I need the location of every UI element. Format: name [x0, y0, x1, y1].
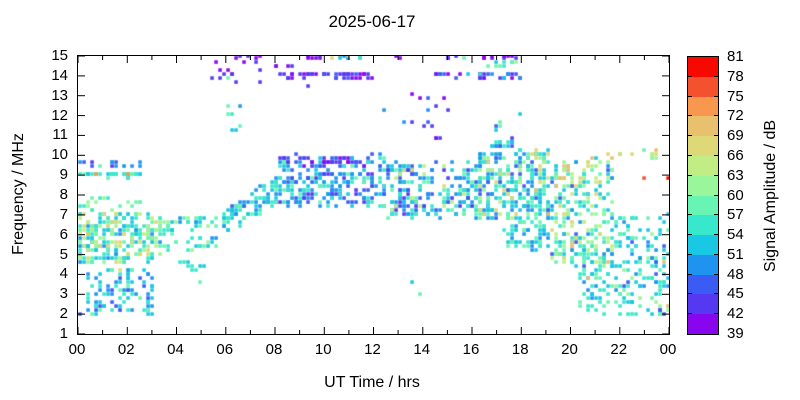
colorbar-tick — [688, 253, 692, 255]
x-tick-label: 00 — [68, 341, 86, 358]
colorbar-band — [688, 313, 718, 334]
colorbar-tick — [688, 234, 692, 236]
x-tick-label: 06 — [216, 341, 234, 358]
colorbar-band — [688, 234, 718, 255]
colorbar-tick — [714, 253, 718, 255]
colorbar-band — [688, 175, 718, 196]
axis-ticks-layer — [78, 56, 669, 334]
colorbar-tick — [688, 154, 692, 156]
colorbar-tick — [714, 194, 718, 196]
y-tick-label: 13 — [51, 86, 68, 104]
colorbar-band — [688, 115, 718, 137]
y-tick-label: 11 — [52, 126, 68, 144]
colorbar-band — [688, 254, 718, 275]
colorbar-tick — [688, 214, 692, 216]
colorbar-tick-label: 45 — [727, 285, 744, 303]
y-tick-label: 1 — [59, 325, 68, 342]
colorbar-tick — [714, 135, 718, 137]
colorbar-band — [688, 56, 718, 77]
x-tick-label: 16 — [462, 341, 480, 358]
colorbar-band — [688, 214, 718, 236]
y-tick-label: 5 — [59, 245, 68, 263]
x-tick-label: 04 — [167, 341, 184, 358]
colorbar-tick — [688, 293, 692, 295]
colorbar-tick-label: 81 — [727, 48, 744, 65]
x-tick-label: 02 — [117, 341, 135, 358]
y-tick-label: 8 — [59, 186, 68, 203]
y-tick-label: 7 — [59, 205, 68, 223]
scatter-points-canvas — [78, 56, 669, 334]
x-tick-label: 08 — [265, 341, 283, 358]
colorbar-tick — [688, 95, 692, 97]
x-tick-label: 14 — [413, 341, 431, 358]
colorbar-tick — [714, 234, 718, 236]
x-tick-label: 18 — [511, 341, 529, 358]
colorbar-tick-label: 75 — [727, 87, 744, 105]
colorbar-tick — [714, 174, 718, 176]
colorbar-tick-label: 42 — [727, 305, 744, 323]
colorbar-tick — [688, 313, 692, 315]
colorbar-band — [688, 293, 718, 315]
y-tick-label: 9 — [59, 166, 68, 184]
colorbar-tick — [688, 115, 692, 117]
x-tick-label: 00 — [659, 341, 677, 358]
colorbar-label: Signal Amplitude / dB — [762, 119, 779, 273]
chart-title: 2025-06-17 — [328, 12, 416, 31]
colorbar-tick — [714, 214, 718, 216]
x-tick-label: 20 — [561, 341, 578, 358]
colorbar-tick — [714, 115, 718, 117]
x-axis-label: UT Time / hrs — [324, 374, 420, 391]
colorbar-tick-label: 72 — [727, 107, 744, 125]
colorbar-band — [688, 274, 718, 295]
colorbar-tick-label: 78 — [727, 67, 744, 85]
y-tick-label: 14 — [51, 66, 68, 84]
colorbar-tick-label: 39 — [727, 325, 744, 342]
colorbar-tick — [688, 273, 692, 275]
x-tick-label: 10 — [314, 341, 332, 358]
y-axis-label: Frequency / MHz — [10, 133, 27, 255]
colorbar-tick — [688, 174, 692, 176]
colorbar-tick — [714, 293, 718, 295]
x-tick-label: 12 — [364, 341, 381, 358]
colorbar-tick-label: 57 — [727, 206, 744, 224]
colorbar-band — [688, 135, 718, 156]
y-tick-label: 6 — [59, 225, 68, 243]
plot-area — [77, 55, 670, 335]
colorbar-tick — [714, 95, 718, 97]
colorbar-tick-label: 60 — [727, 186, 744, 204]
colorbar-tick — [688, 75, 692, 77]
x-tick-label: 22 — [610, 341, 628, 358]
colorbar-tick-label: 54 — [727, 226, 744, 244]
colorbar-band — [688, 155, 718, 176]
colorbar-tick-label: 66 — [727, 146, 744, 164]
y-tick-label: 4 — [59, 265, 68, 283]
colorbar-tick — [688, 194, 692, 196]
y-tick-label: 12 — [51, 106, 68, 124]
colorbar-tick — [714, 313, 718, 315]
colorbar-band — [688, 76, 718, 97]
y-tick-label: 2 — [59, 305, 68, 323]
y-tick-label: 10 — [51, 146, 68, 164]
colorbar-tick-label: 69 — [727, 127, 744, 145]
colorbar-band — [688, 96, 718, 117]
y-tick-label: 3 — [59, 285, 68, 303]
colorbar — [687, 56, 719, 335]
colorbar-tick-label: 63 — [727, 166, 744, 184]
colorbar-tick-label: 51 — [727, 245, 744, 263]
colorbar-tick — [714, 273, 718, 275]
colorbar-tick — [714, 154, 718, 156]
y-tick-label: 15 — [51, 47, 68, 64]
colorbar-band — [688, 195, 718, 216]
colorbar-tick-label: 48 — [727, 265, 744, 283]
colorbar-tick — [688, 135, 692, 137]
colorbar-tick — [714, 75, 718, 77]
